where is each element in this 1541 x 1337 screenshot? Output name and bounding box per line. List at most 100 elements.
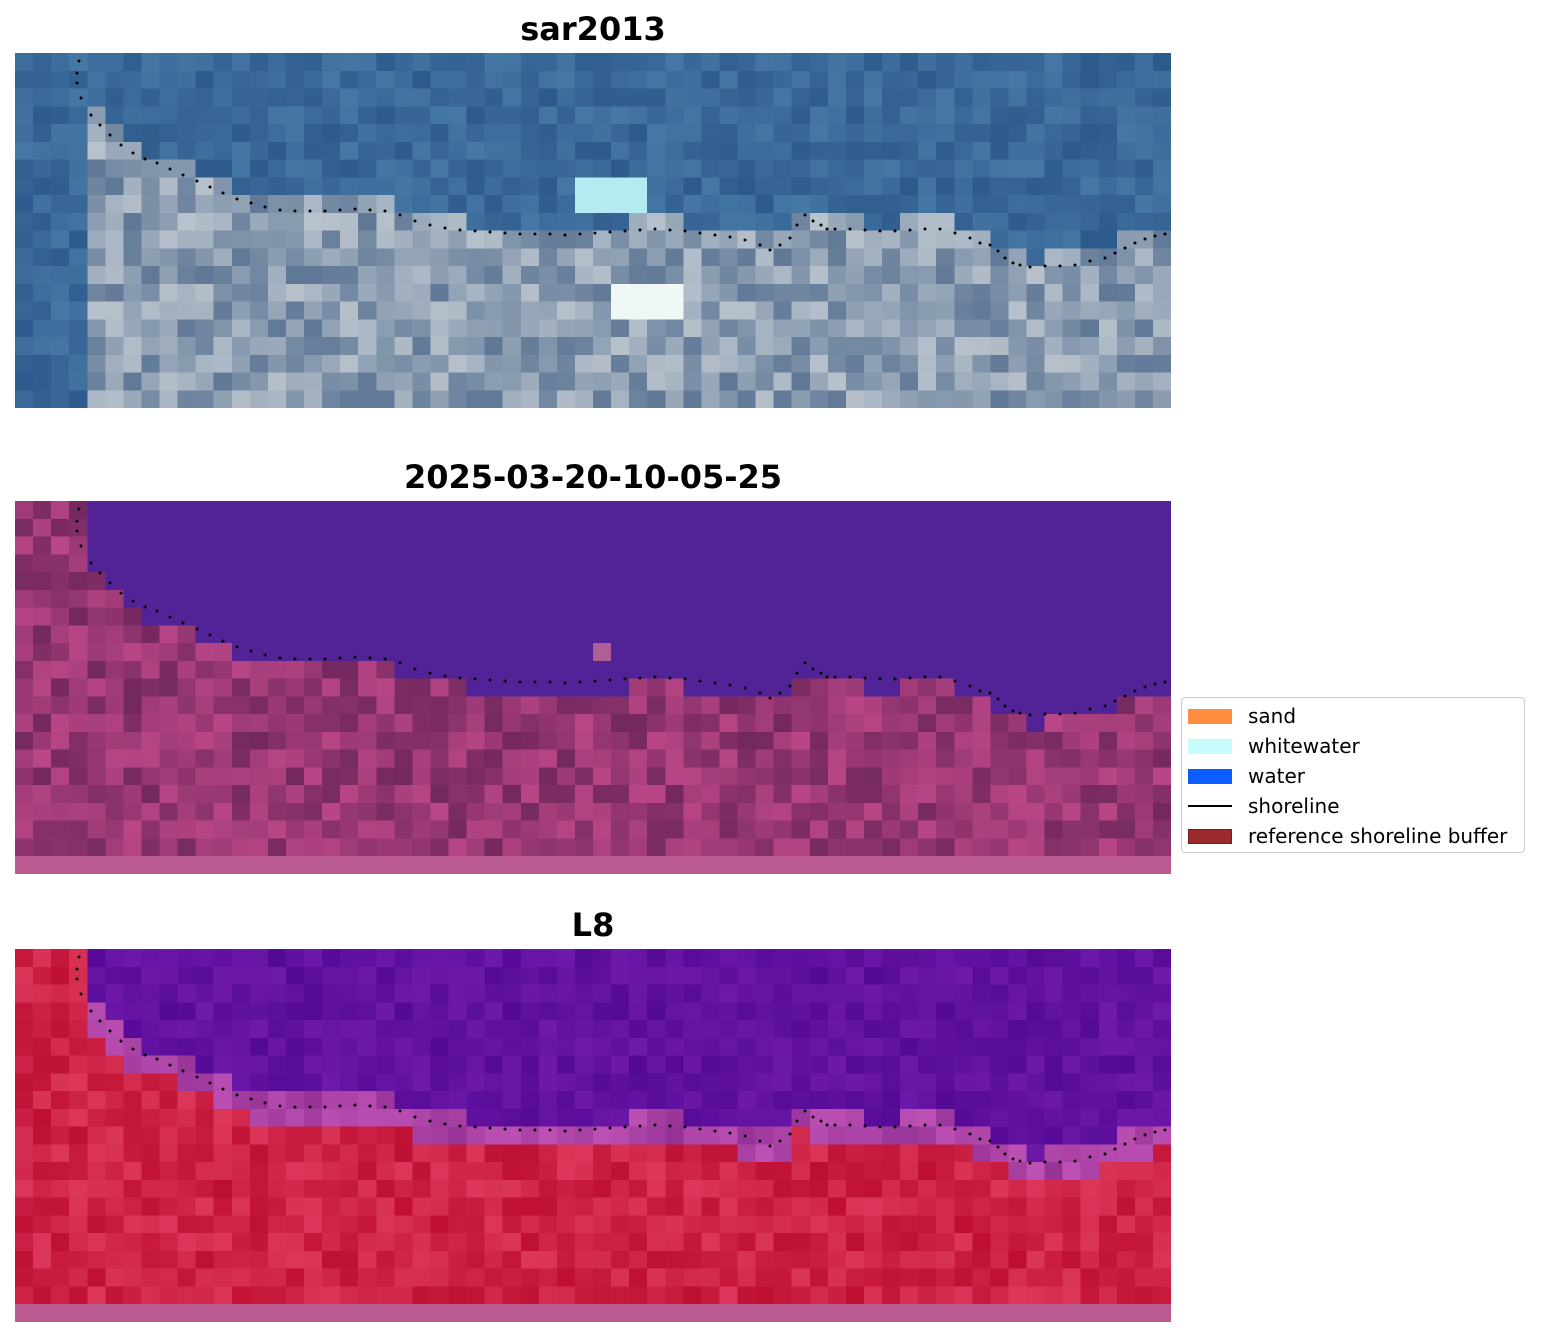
- shoreline-point: [323, 209, 327, 213]
- shoreline-point: [249, 649, 253, 653]
- shoreline-point: [878, 229, 882, 233]
- shoreline-point: [533, 1128, 537, 1132]
- shoreline-point: [89, 113, 93, 117]
- legend-swatch: [1188, 739, 1232, 754]
- shoreline-overlay: [75, 955, 1167, 1165]
- shoreline-point: [89, 1009, 93, 1013]
- shoreline-point: [383, 657, 387, 661]
- shoreline-point: [923, 675, 927, 679]
- shoreline-point: [833, 1123, 837, 1127]
- shoreline-point: [195, 179, 199, 183]
- shoreline-point: [503, 231, 507, 235]
- shoreline-point: [795, 1119, 799, 1123]
- shoreline-point: [443, 674, 447, 678]
- legend-item-shoreline: shoreline: [1188, 794, 1524, 818]
- shoreline-point: [698, 1127, 702, 1131]
- shoreline-point: [953, 1127, 957, 1131]
- shoreline-point: [428, 1119, 432, 1123]
- shoreline-point: [1103, 1152, 1107, 1156]
- shoreline-point: [221, 639, 225, 643]
- shoreline-point: [1003, 256, 1007, 260]
- shoreline-point: [75, 519, 79, 523]
- shoreline-point: [863, 1124, 867, 1128]
- shoreline-point: [683, 1125, 687, 1129]
- shoreline-point: [77, 955, 81, 959]
- shoreline-point: [578, 232, 582, 236]
- legend-swatch: [1188, 829, 1232, 844]
- shoreline-point: [893, 229, 897, 233]
- shoreline-point: [131, 151, 135, 155]
- shoreline-point: [278, 1104, 282, 1108]
- shoreline-point: [75, 967, 79, 971]
- shoreline-point: [98, 1019, 102, 1023]
- shoreline-point: [743, 686, 747, 690]
- shoreline-point: [668, 228, 672, 232]
- shoreline-point: [698, 679, 702, 683]
- shoreline-point: [1103, 704, 1107, 708]
- shoreline-point: [608, 230, 612, 234]
- shoreline-point: [778, 1139, 782, 1143]
- shoreline-point: [1088, 259, 1092, 263]
- shoreline-point: [533, 680, 537, 684]
- shoreline-point: [1028, 1161, 1032, 1165]
- shoreline-point: [728, 235, 732, 239]
- shoreline-point: [923, 227, 927, 231]
- shoreline-point: [878, 677, 882, 681]
- shoreline-point: [208, 185, 212, 189]
- shoreline-point: [578, 680, 582, 684]
- shoreline-point: [988, 243, 992, 247]
- shoreline-point: [338, 656, 342, 660]
- shoreline-point: [638, 228, 642, 232]
- shoreline-point: [443, 226, 447, 230]
- shoreline-point: [938, 675, 942, 679]
- shoreline-point: [996, 249, 1000, 253]
- shoreline-overlay: [75, 59, 1167, 269]
- shoreline-point: [119, 1039, 123, 1043]
- shoreline-point: [938, 227, 942, 231]
- legend-item-sand: sand: [1188, 704, 1524, 728]
- legend-label: reference shoreline buffer: [1248, 824, 1508, 848]
- shoreline-point: [683, 229, 687, 233]
- shoreline-point: [878, 1125, 882, 1129]
- shoreline-point: [1073, 263, 1077, 267]
- shoreline-point: [863, 676, 867, 680]
- shoreline-point: [518, 680, 522, 684]
- shoreline-point: [788, 684, 792, 688]
- shoreline-point: [293, 209, 297, 213]
- shoreline-point: [323, 1105, 327, 1109]
- shoreline-point: [1113, 699, 1117, 703]
- shoreline-point: [221, 191, 225, 195]
- shoreline-point: [1018, 711, 1022, 715]
- shoreline-point: [1123, 694, 1127, 698]
- shoreline-point: [249, 201, 253, 205]
- shoreline-point: [1028, 713, 1032, 717]
- shoreline-point: [533, 232, 537, 236]
- shoreline-point: [155, 609, 159, 613]
- shoreline-point: [235, 197, 239, 201]
- shoreline-point: [1043, 264, 1047, 268]
- shoreline-point: [1133, 689, 1137, 693]
- shoreline-point: [263, 653, 267, 657]
- shoreline-point: [833, 675, 837, 679]
- shoreline-overlay: [75, 507, 1167, 717]
- shoreline-point: [518, 232, 522, 236]
- legend-label: whitewater: [1248, 734, 1360, 758]
- shoreline-point: [978, 689, 982, 693]
- shoreline-point: [119, 143, 123, 147]
- shoreline-point: [1143, 685, 1147, 689]
- shoreline-point: [263, 205, 267, 209]
- shoreline-point: [353, 655, 357, 659]
- shoreline-point: [768, 1144, 772, 1148]
- shoreline-point: [249, 1097, 253, 1101]
- shoreline-point: [1143, 237, 1147, 241]
- legend-label: water: [1248, 764, 1305, 788]
- shoreline-point: [698, 231, 702, 235]
- shoreline-point: [968, 1132, 972, 1136]
- legend-item-reference-buffer: reference shoreline buffer: [1188, 824, 1524, 848]
- shoreline-point: [908, 676, 912, 680]
- shoreline-point: [108, 133, 112, 137]
- shoreline-point: [278, 656, 282, 660]
- shoreline-point: [1058, 264, 1062, 268]
- shoreline-point: [758, 243, 762, 247]
- shoreline-point: [221, 1087, 225, 1091]
